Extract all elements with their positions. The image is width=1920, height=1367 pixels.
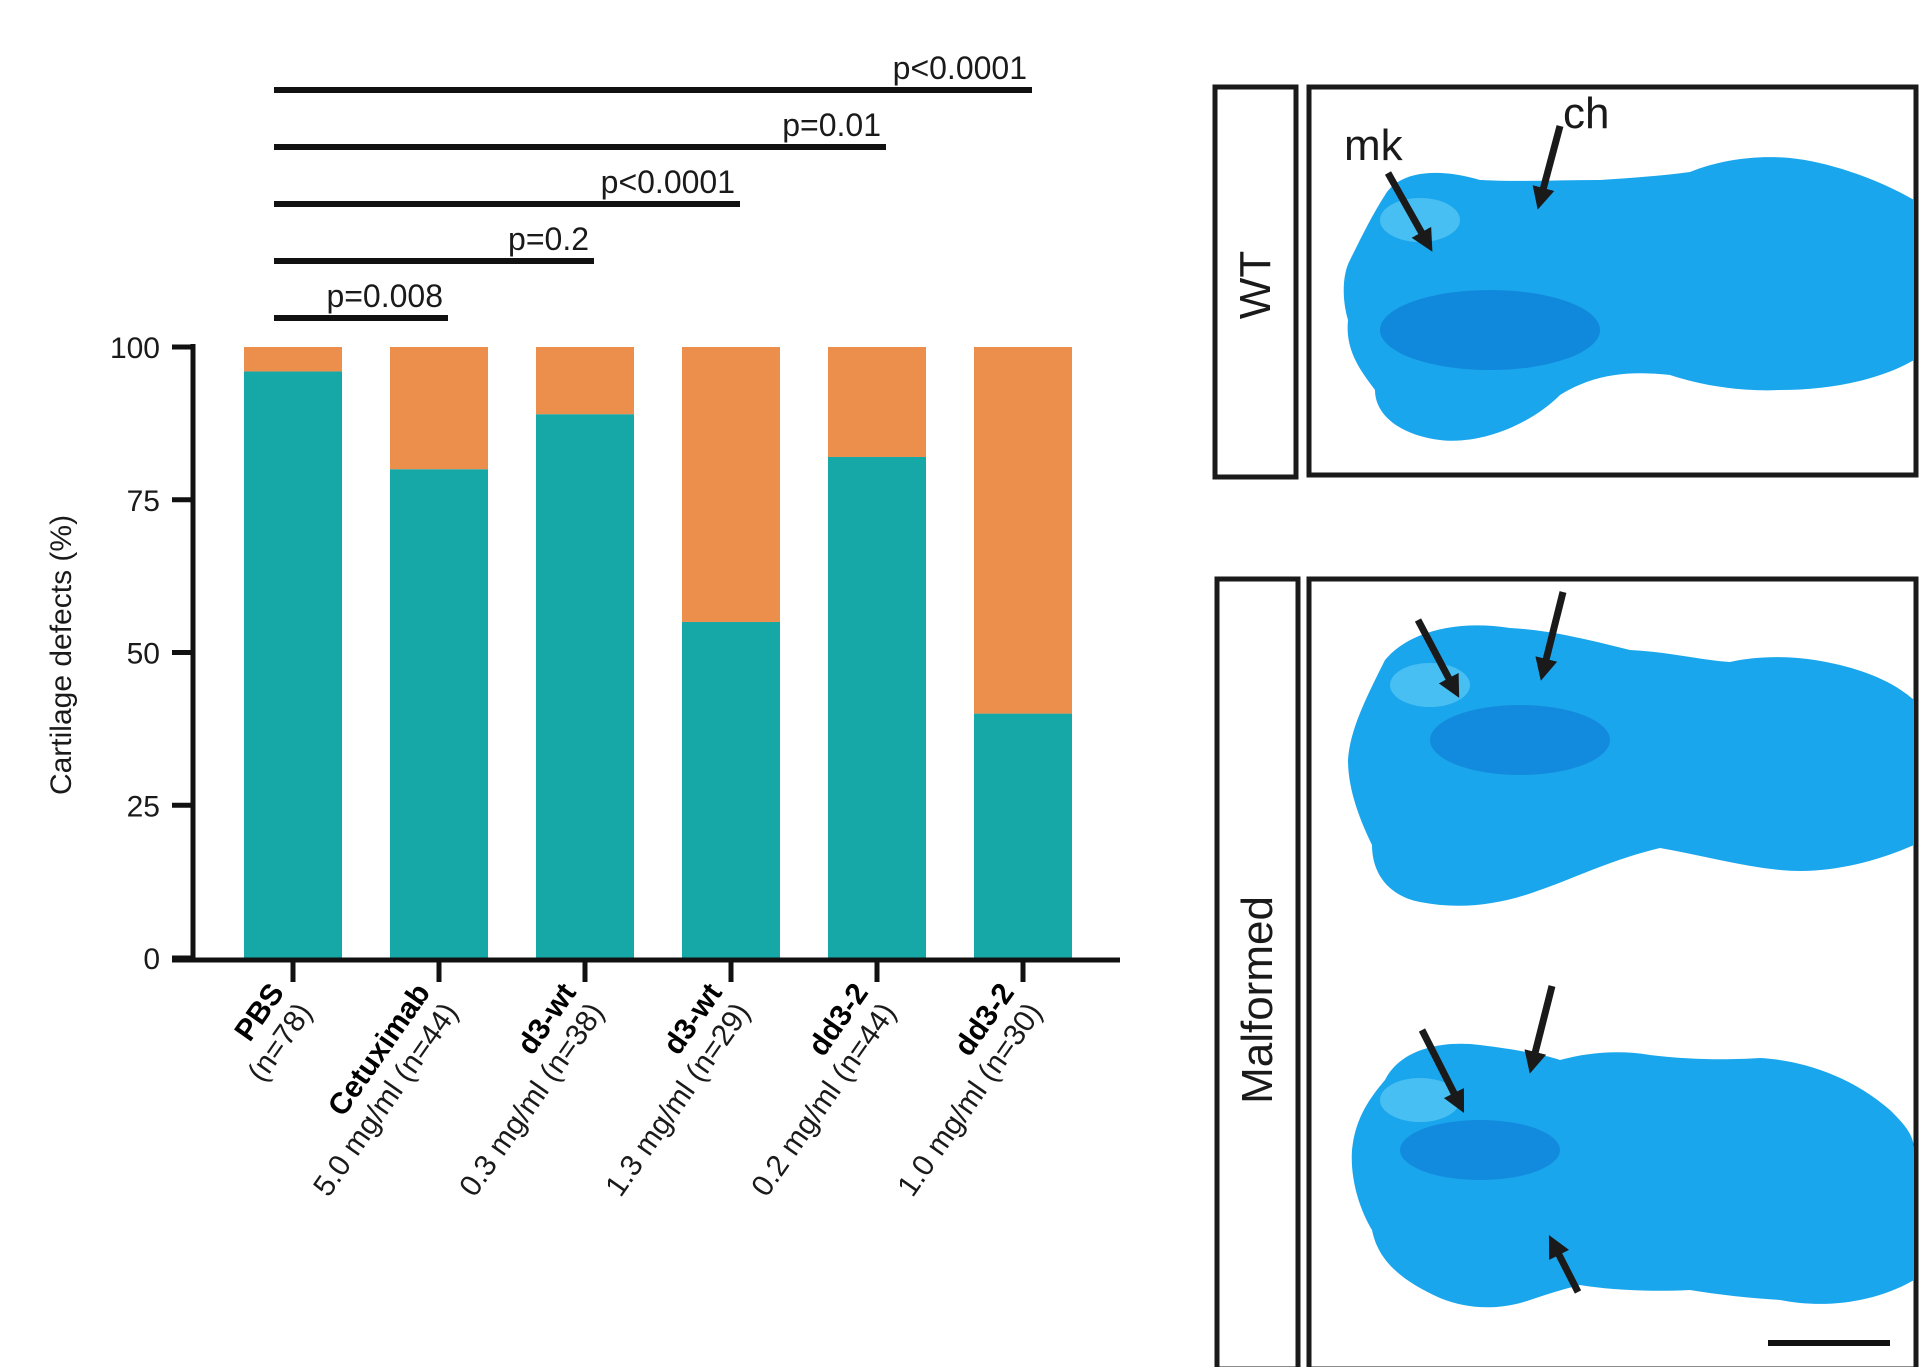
malformed-2-arrow-b bbox=[1524, 985, 1556, 1074]
x-tick-label: PBS(n=78) bbox=[214, 978, 319, 1088]
bar-malformed-1 bbox=[390, 347, 488, 470]
y-ticks: 0 25 50 75 100 bbox=[110, 332, 193, 976]
bar-wt-5 bbox=[974, 713, 1072, 958]
comparison-p-value: p<0.0001 bbox=[893, 50, 1027, 86]
bar-malformed-2 bbox=[536, 347, 634, 415]
malformed-larva-image-2 bbox=[1351, 1043, 1914, 1308]
significance-brackets: p=0.008 p=0.2 p<0.0001 p=0.01 p<0.0001 bbox=[274, 50, 1032, 321]
malformed-larva-image-1 bbox=[1348, 625, 1914, 906]
malformed-1-arrow-b bbox=[1535, 591, 1567, 681]
bars bbox=[244, 347, 1072, 959]
malformed-label-box bbox=[1214, 576, 1301, 1367]
malformed-larva-1-highlight bbox=[1390, 663, 1470, 707]
bar-malformed-0 bbox=[244, 347, 342, 372]
wt-larva-highlight bbox=[1380, 198, 1460, 242]
comparison-p-value: p=0.2 bbox=[508, 221, 589, 257]
bar-malformed-5 bbox=[974, 347, 1072, 714]
wt-larva-image bbox=[1343, 157, 1914, 441]
y-tick-label: 50 bbox=[127, 638, 160, 671]
malformed-2-arrow-a bbox=[1418, 1028, 1465, 1113]
malformed-1-arrow-a bbox=[1414, 618, 1460, 698]
y-tick-label: 100 bbox=[110, 332, 160, 365]
malformed-larva-2-body bbox=[1351, 1043, 1914, 1308]
bar-malformed-3 bbox=[682, 347, 780, 622]
bar-wt-2 bbox=[536, 414, 634, 959]
bar-wt-1 bbox=[390, 469, 488, 958]
ch-annotation: ch bbox=[1563, 89, 1609, 138]
malformed-larva-1-body bbox=[1348, 625, 1914, 906]
wt-image-box bbox=[1306, 84, 1919, 478]
malformed-2-arrow-c bbox=[1548, 1235, 1582, 1294]
malformed-label: Malformed bbox=[1233, 896, 1282, 1104]
comparison-p-value: p<0.0001 bbox=[601, 164, 735, 200]
y-axis-label: Cartilage defects (%) bbox=[45, 515, 78, 795]
x-ticks bbox=[290, 960, 1026, 982]
wt-label-box bbox=[1212, 84, 1299, 480]
bar-wt-4 bbox=[828, 456, 926, 958]
ch-arrow bbox=[1532, 125, 1564, 210]
bar-wt-0 bbox=[244, 371, 342, 958]
y-tick-label: 75 bbox=[127, 485, 160, 518]
micrograph-panels: WT mk ch Malformed bbox=[1212, 84, 1919, 1367]
malformed-larva-2-shade bbox=[1400, 1120, 1560, 1180]
comparison-p-value: p=0.008 bbox=[326, 278, 443, 314]
wt-label: WT bbox=[1231, 251, 1280, 319]
stacked-bar-chart: 0 25 50 75 100 PBS(n=78) Cetuximab5.0 mg/ml (… bbox=[45, 50, 1120, 1202]
malformed-image-box bbox=[1306, 576, 1919, 1367]
y-tick-label: 25 bbox=[127, 790, 160, 823]
bar-wt-3 bbox=[682, 621, 780, 958]
bar-malformed-4 bbox=[828, 347, 926, 457]
mk-arrow bbox=[1384, 171, 1433, 252]
malformed-larva-1-shade bbox=[1430, 705, 1610, 775]
comparison-p-value: p=0.01 bbox=[782, 107, 881, 143]
malformed-larva-2-highlight bbox=[1380, 1078, 1460, 1122]
wt-larva-shade bbox=[1380, 290, 1600, 370]
y-tick-label: 0 bbox=[143, 943, 160, 976]
x-tick-labels: PBS(n=78) Cetuximab5.0 mg/ml (n=44) d3-wt0… bbox=[214, 978, 1048, 1203]
mk-annotation: mk bbox=[1344, 121, 1404, 170]
